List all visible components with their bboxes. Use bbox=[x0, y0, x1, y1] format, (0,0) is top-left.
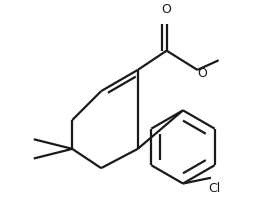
Text: Cl: Cl bbox=[209, 182, 221, 195]
Text: O: O bbox=[162, 3, 172, 16]
Text: O: O bbox=[198, 67, 207, 80]
